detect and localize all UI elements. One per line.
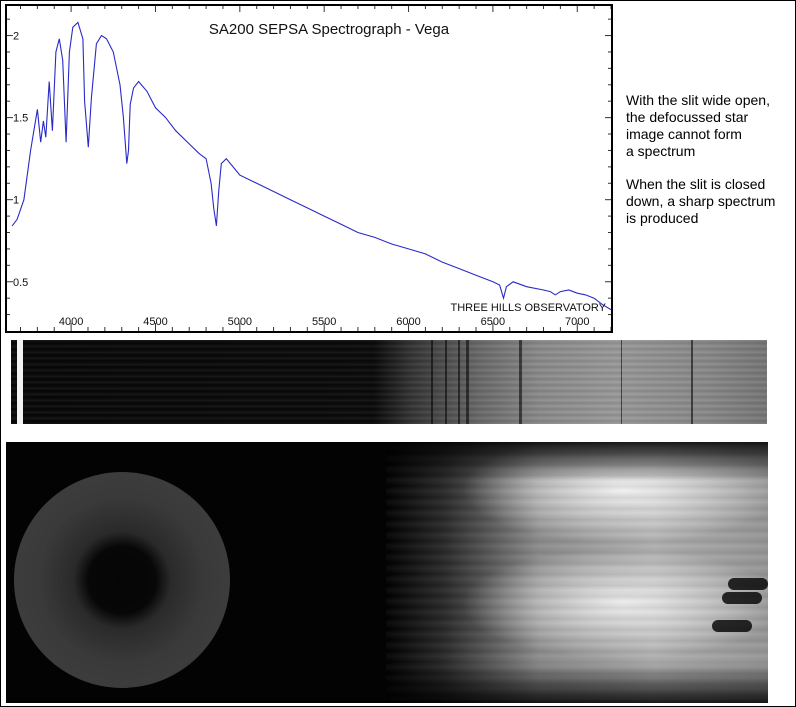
spectrum-chart: SA200 SEPSA Spectrograph - Vega 4000 4500… (5, 4, 613, 333)
chart-title: SA200 SEPSA Spectrograph - Vega (209, 21, 450, 38)
y-tick-label: 1.5 (13, 113, 28, 125)
y-tick-label: 1 (13, 195, 19, 207)
y-tick-label: 2 (13, 31, 19, 43)
x-tick-label: 5000 (228, 316, 252, 328)
absorption-line (431, 340, 433, 424)
dark-streak (728, 578, 768, 590)
chart-watermark: THREE HILLS OBSERVATORY (451, 302, 607, 314)
smeared-spectrum-fade-bottom (386, 663, 768, 703)
note-slit-open-text: With the slit wide open, the defocussed … (626, 92, 770, 159)
absorption-line (519, 340, 522, 424)
absorption-line (691, 340, 693, 424)
dark-streak (722, 592, 762, 604)
y-tick-label: 0.5 (13, 277, 28, 289)
absorption-line (466, 340, 469, 424)
smeared-spectrum-glow (386, 442, 768, 703)
x-tick-label: 6000 (396, 316, 420, 328)
x-tick-label: 7000 (565, 316, 589, 328)
defocused-star-image (6, 442, 768, 703)
dark-streak (712, 620, 752, 632)
x-tick-label: 4500 (143, 316, 167, 328)
defocused-star-ring (14, 472, 230, 688)
absorption-line (621, 340, 622, 424)
absorption-line (458, 340, 460, 424)
series-line (11, 21, 611, 311)
smeared-spectrum-fade-top (386, 442, 768, 482)
smeared-spectrum-banding (386, 442, 768, 703)
note-slit-open: With the slit wide open, the defocussed … (626, 92, 791, 160)
spectrum-chart-svg: SA200 SEPSA Spectrograph - Vega 4000 4500… (7, 6, 611, 331)
x-tick-label: 5500 (312, 316, 336, 328)
spectrum-slit-edge (17, 340, 23, 424)
spectrum-banding (11, 340, 767, 424)
absorption-line (445, 340, 447, 424)
note-slit-closed-text: When the slit is closed down, a sharp sp… (626, 176, 776, 226)
x-tick-label: 6500 (481, 316, 505, 328)
note-slit-closed: When the slit is closed down, a sharp sp… (626, 176, 791, 227)
sharp-spectrum-image (11, 340, 767, 424)
x-tick-label: 4000 (59, 316, 83, 328)
